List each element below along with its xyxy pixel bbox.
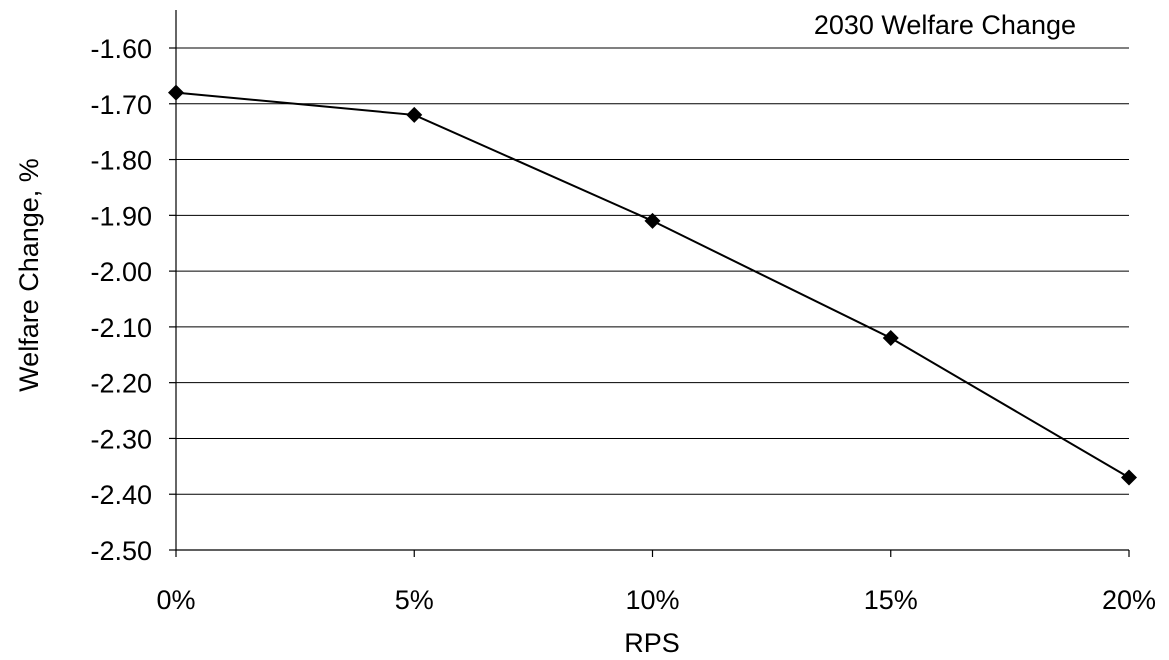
data-point-marker [168,84,184,101]
y-tick-label: -2.20 [90,369,152,399]
x-ticks: 0% 5% 10% 15% 20% [156,550,1156,615]
y-axis-title: Welfare Change, % [14,158,44,392]
x-axis-title: RPS [624,628,680,658]
gridlines [176,47,1129,495]
x-tick-label: 10% [625,585,679,615]
y-tick-label: -1.60 [90,34,152,64]
data-point-marker [644,212,661,229]
series-line [175,91,1130,479]
axes [175,10,1129,551]
y-tick-label: -2.30 [90,424,152,454]
y-ticks: -1.60 -1.70 -1.80 -1.90 -2.00 -2.10 -2.20 -2.30… [90,34,176,566]
x-tick-label: 20% [1102,585,1156,615]
y-tick-label: -2.40 [90,480,152,510]
series [168,84,1137,486]
x-tick-label: 0% [156,585,195,615]
x-tick-label: 5% [395,585,434,615]
data-point-marker [1121,469,1137,486]
chart-title: 2030 Welfare Change [814,10,1076,40]
y-tick-label: -2.50 [90,536,152,566]
y-tick-label: -1.80 [90,146,152,176]
y-tick-label: -2.10 [90,313,152,343]
x-tick-label: 15% [864,585,918,615]
y-tick-label: -1.70 [90,90,152,120]
data-point-marker [406,106,423,123]
y-tick-label: -1.90 [90,201,152,231]
data-point-marker [882,330,899,347]
y-tick-label: -2.00 [90,257,152,287]
